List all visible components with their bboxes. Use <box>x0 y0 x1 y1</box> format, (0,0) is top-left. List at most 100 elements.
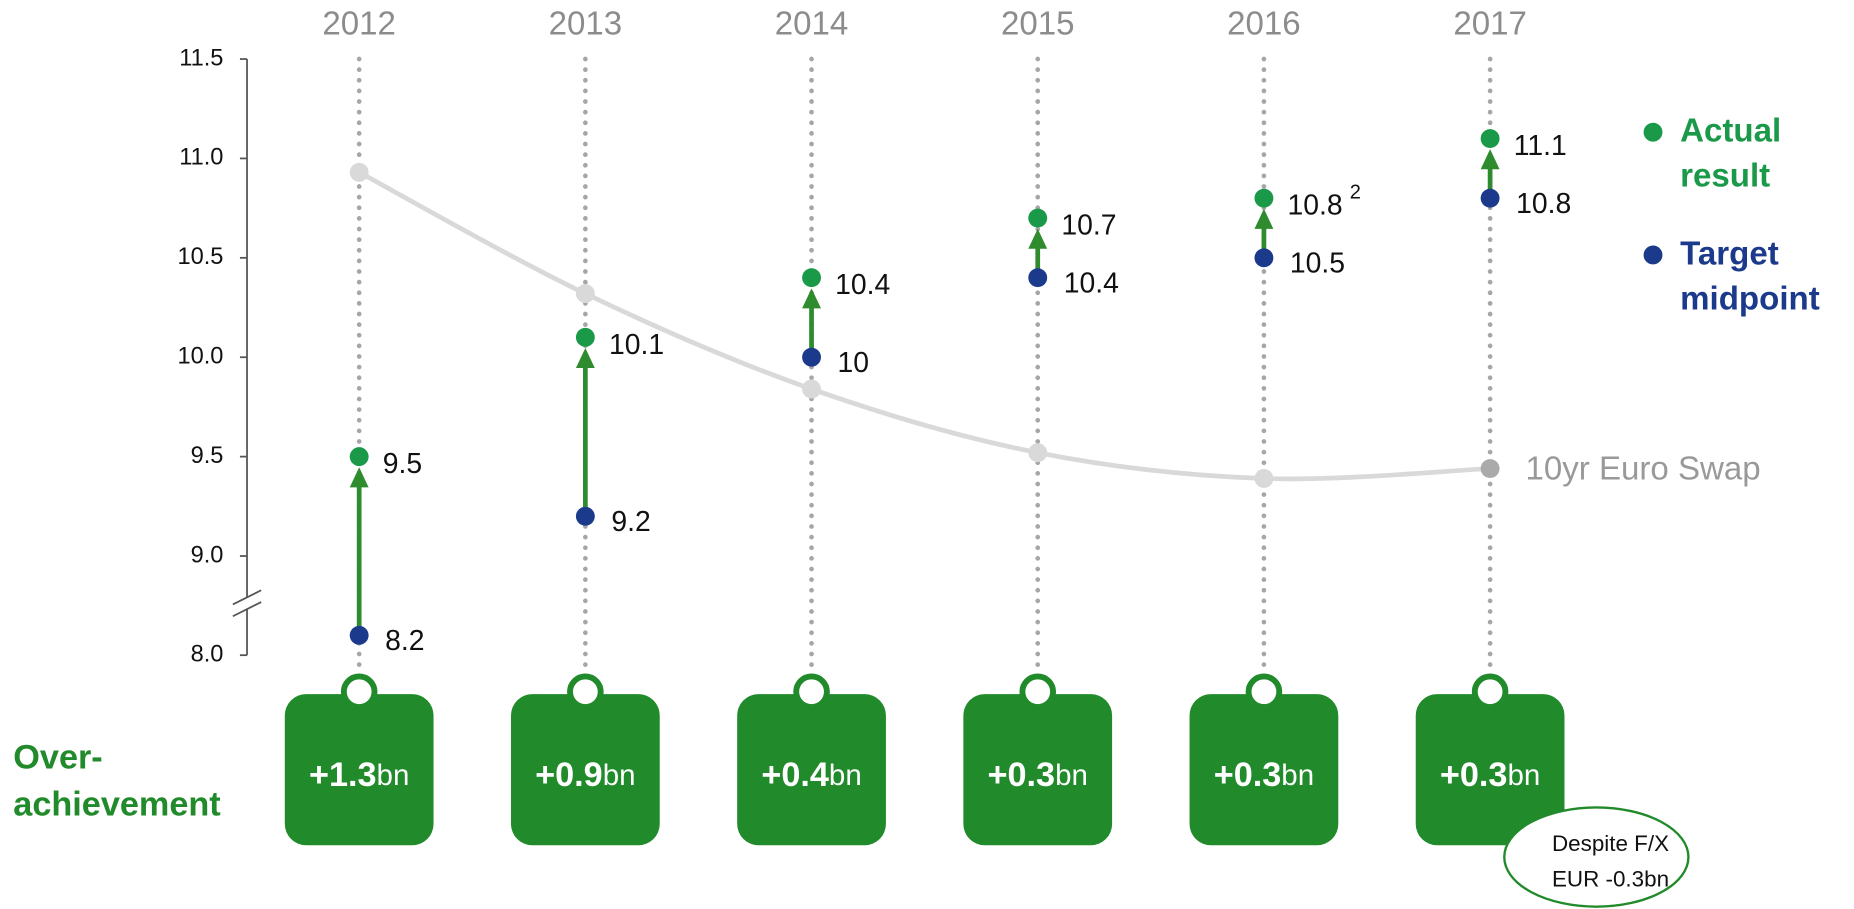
actual-label: 10.1 <box>609 329 664 361</box>
actual-marker <box>1480 129 1500 148</box>
over-achievement-value: +0.9 <box>535 756 603 794</box>
over-achievement-unit: bn <box>1507 759 1540 792</box>
actual-value: 10.7 <box>1061 210 1116 242</box>
x-tick-label: 2012 <box>322 6 396 43</box>
over-achievement-box <box>963 694 1113 846</box>
hanger <box>1245 673 1283 711</box>
arrow-head <box>349 467 369 488</box>
legend-label-box: Actual result <box>1680 112 1782 194</box>
axis-break <box>232 589 262 606</box>
y-tick-label: 9.0 <box>191 542 224 568</box>
actual-value: 10.1 <box>609 329 664 361</box>
target-label: 10.4 <box>1064 267 1119 299</box>
target-label: 9.2 <box>611 506 650 538</box>
y-tick-label: 11.0 <box>179 145 223 171</box>
over-achievement-text: +0.3bn <box>988 756 1088 794</box>
over-achievement-unit: bn <box>603 759 636 792</box>
x-tick-label: 2014 <box>775 6 849 43</box>
hanger <box>1471 673 1509 711</box>
target-label: 10.8 <box>1516 188 1571 220</box>
actual-value: 10.8 <box>1288 190 1343 222</box>
over-achievement-box <box>284 694 434 846</box>
x-tick-label: 2016 <box>1227 6 1301 43</box>
actual-value: 9.5 <box>383 449 422 481</box>
hanger <box>567 673 604 711</box>
y-tick-label: 11.5 <box>179 45 223 71</box>
swap-line <box>358 170 1491 482</box>
swap-label: 10yr Euro Swap <box>1526 451 1761 488</box>
note-oval <box>1503 806 1690 908</box>
over-achievement-unit: bn <box>829 759 862 792</box>
legend-marker <box>1643 245 1663 265</box>
arrow-head <box>1480 149 1500 170</box>
target-marker <box>1028 268 1048 288</box>
legend-marker <box>1643 122 1663 142</box>
note-text: EUR -0.3bn <box>1552 867 1669 892</box>
actual-label: 10.8 2 <box>1288 182 1361 222</box>
over-achievement-text: +0.3bn <box>1214 756 1314 794</box>
swap-marker <box>1480 459 1500 478</box>
actual-marker <box>802 268 821 288</box>
over-achievement-box <box>1415 694 1565 846</box>
hanger <box>340 673 378 711</box>
target-marker <box>575 506 595 526</box>
over-achievement-text: +1.3bn <box>309 756 409 794</box>
footnote: 2 <box>1350 182 1361 204</box>
over-achievement-box <box>737 694 886 846</box>
over-achievement-text: +0.3bn <box>1440 756 1540 794</box>
actual-marker <box>1254 188 1274 208</box>
actual-label: 11.1 <box>1514 130 1567 162</box>
actual-value: 10.4 <box>835 270 890 302</box>
x-tick-label: 2017 <box>1453 6 1527 43</box>
legend-label-box: Target midpoint <box>1680 234 1820 317</box>
actual-marker <box>349 447 369 467</box>
over-achievement-label-box: Over-achievement <box>13 739 221 825</box>
x-tick-label: 2015 <box>1001 6 1075 43</box>
axis-break <box>232 601 262 618</box>
y-tick-label: 10.5 <box>177 244 223 270</box>
y-tick-label: 10.0 <box>177 343 223 369</box>
over-achievement-unit: bn <box>1055 759 1088 792</box>
arrow-head <box>1028 228 1048 249</box>
over-achievement-value: +0.4 <box>761 756 829 794</box>
y-tick-label: 8.0 <box>191 641 224 667</box>
actual-value: 11.1 <box>1514 130 1567 162</box>
over-achievement-label: Over-achievement <box>13 739 221 825</box>
over-achievement-box <box>510 694 660 846</box>
over-achievement-value: +1.3 <box>309 756 377 794</box>
target-label: 8.2 <box>385 625 424 657</box>
target-marker <box>349 625 369 645</box>
over-achievement-unit: bn <box>1281 759 1314 792</box>
arrow-head <box>802 288 821 309</box>
x-tick-label: 2013 <box>549 6 623 43</box>
hanger <box>1019 673 1057 711</box>
legend-label: Target midpoint <box>1680 234 1820 317</box>
target-marker <box>1254 248 1274 268</box>
swap-marker <box>349 162 369 182</box>
y-tick-label: 9.5 <box>191 443 224 469</box>
over-achievement-value: +0.3 <box>1440 756 1508 794</box>
arrow-head <box>575 347 595 369</box>
hanger <box>793 673 830 711</box>
over-achievement-text: +0.9bn <box>535 756 635 794</box>
swap-marker <box>802 379 821 399</box>
legend-label: Actual result <box>1680 112 1782 194</box>
arrow-head <box>1254 208 1274 229</box>
target-label: 10 <box>838 347 870 379</box>
over-achievement-text: +0.4bn <box>761 756 861 794</box>
target-marker <box>1480 188 1500 208</box>
actual-label: 9.5 <box>383 449 422 481</box>
note-text: Despite F/X <box>1552 831 1669 856</box>
swap-marker <box>1028 443 1048 463</box>
actual-label: 10.4 <box>835 270 890 302</box>
target-marker <box>802 347 821 367</box>
swap-marker <box>1254 469 1274 488</box>
over-achievement-box <box>1189 694 1339 846</box>
actual-marker <box>575 327 595 347</box>
over-achievement-value: +0.3 <box>988 756 1056 794</box>
swap-marker <box>575 284 595 304</box>
over-achievement-unit: bn <box>377 759 410 792</box>
actual-marker <box>1028 208 1048 228</box>
target-label: 10.5 <box>1290 247 1345 279</box>
